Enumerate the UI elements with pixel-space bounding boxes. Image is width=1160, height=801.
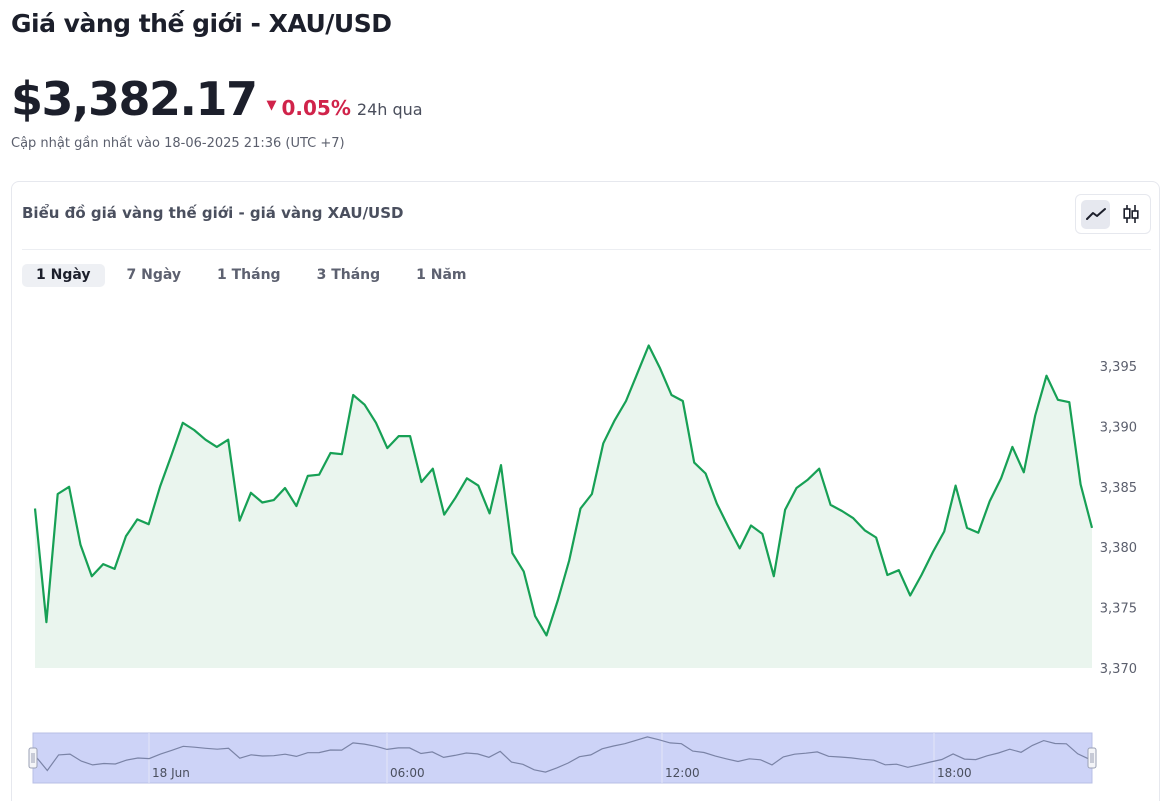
y-tick-label: 3,390 (1100, 420, 1137, 435)
y-tick-label: 3,380 (1100, 541, 1137, 556)
navigator-time-label: 06:00 (390, 766, 425, 780)
candlestick-icon (1122, 205, 1139, 223)
price-line (33, 344, 1094, 637)
timeframe-tabs: 1 Ngày 7 Ngày 1 Tháng 3 Tháng 1 Năm (22, 264, 481, 287)
line-chart-icon (1085, 208, 1106, 220)
card-divider (22, 249, 1151, 250)
navigator-right-handle[interactable] (1087, 747, 1097, 769)
down-arrow-icon: ▼ (266, 98, 277, 113)
current-price: $3,382.17 (11, 72, 258, 126)
tab-1-day[interactable]: 1 Ngày (22, 264, 105, 287)
price-area (35, 345, 1092, 668)
navigator-time-label: 12:00 (665, 766, 700, 780)
tab-1-month[interactable]: 1 Tháng (217, 267, 281, 283)
range-navigator[interactable] (32, 732, 1093, 784)
y-tick-label: 3,395 (1100, 360, 1137, 375)
navigator-series-line (35, 736, 1090, 773)
page-title: Giá vàng thế giới - XAU/USD (11, 9, 392, 38)
price-change-percent: 0.05% (281, 96, 351, 120)
tab-7-days[interactable]: 7 Ngày (126, 267, 182, 283)
navigator-left-handle[interactable] (28, 747, 38, 769)
last-updated-text: Cập nhật gần nhất vào 18-06-2025 21:36 (… (11, 136, 345, 151)
candlestick-chart-button[interactable] (1116, 200, 1145, 229)
y-tick-label: 3,385 (1100, 481, 1137, 496)
y-tick-label: 3,370 (1100, 662, 1137, 677)
price-change-period: 24h qua (356, 100, 423, 119)
y-tick-label: 3,375 (1100, 602, 1137, 617)
tab-3-months[interactable]: 3 Tháng (316, 267, 381, 283)
chart-type-toggle (1075, 194, 1151, 234)
navigator-time-label: 18 Jun (152, 766, 190, 780)
line-chart-button[interactable] (1081, 199, 1110, 229)
price-row: $3,382.17 ▼ 0.05% 24h qua (11, 76, 423, 122)
chart-card-title: Biểu đồ giá vàng thế giới - giá vàng XAU… (22, 204, 404, 222)
navigator-time-label: 18:00 (937, 766, 972, 780)
tab-1-year[interactable]: 1 Năm (416, 267, 467, 283)
